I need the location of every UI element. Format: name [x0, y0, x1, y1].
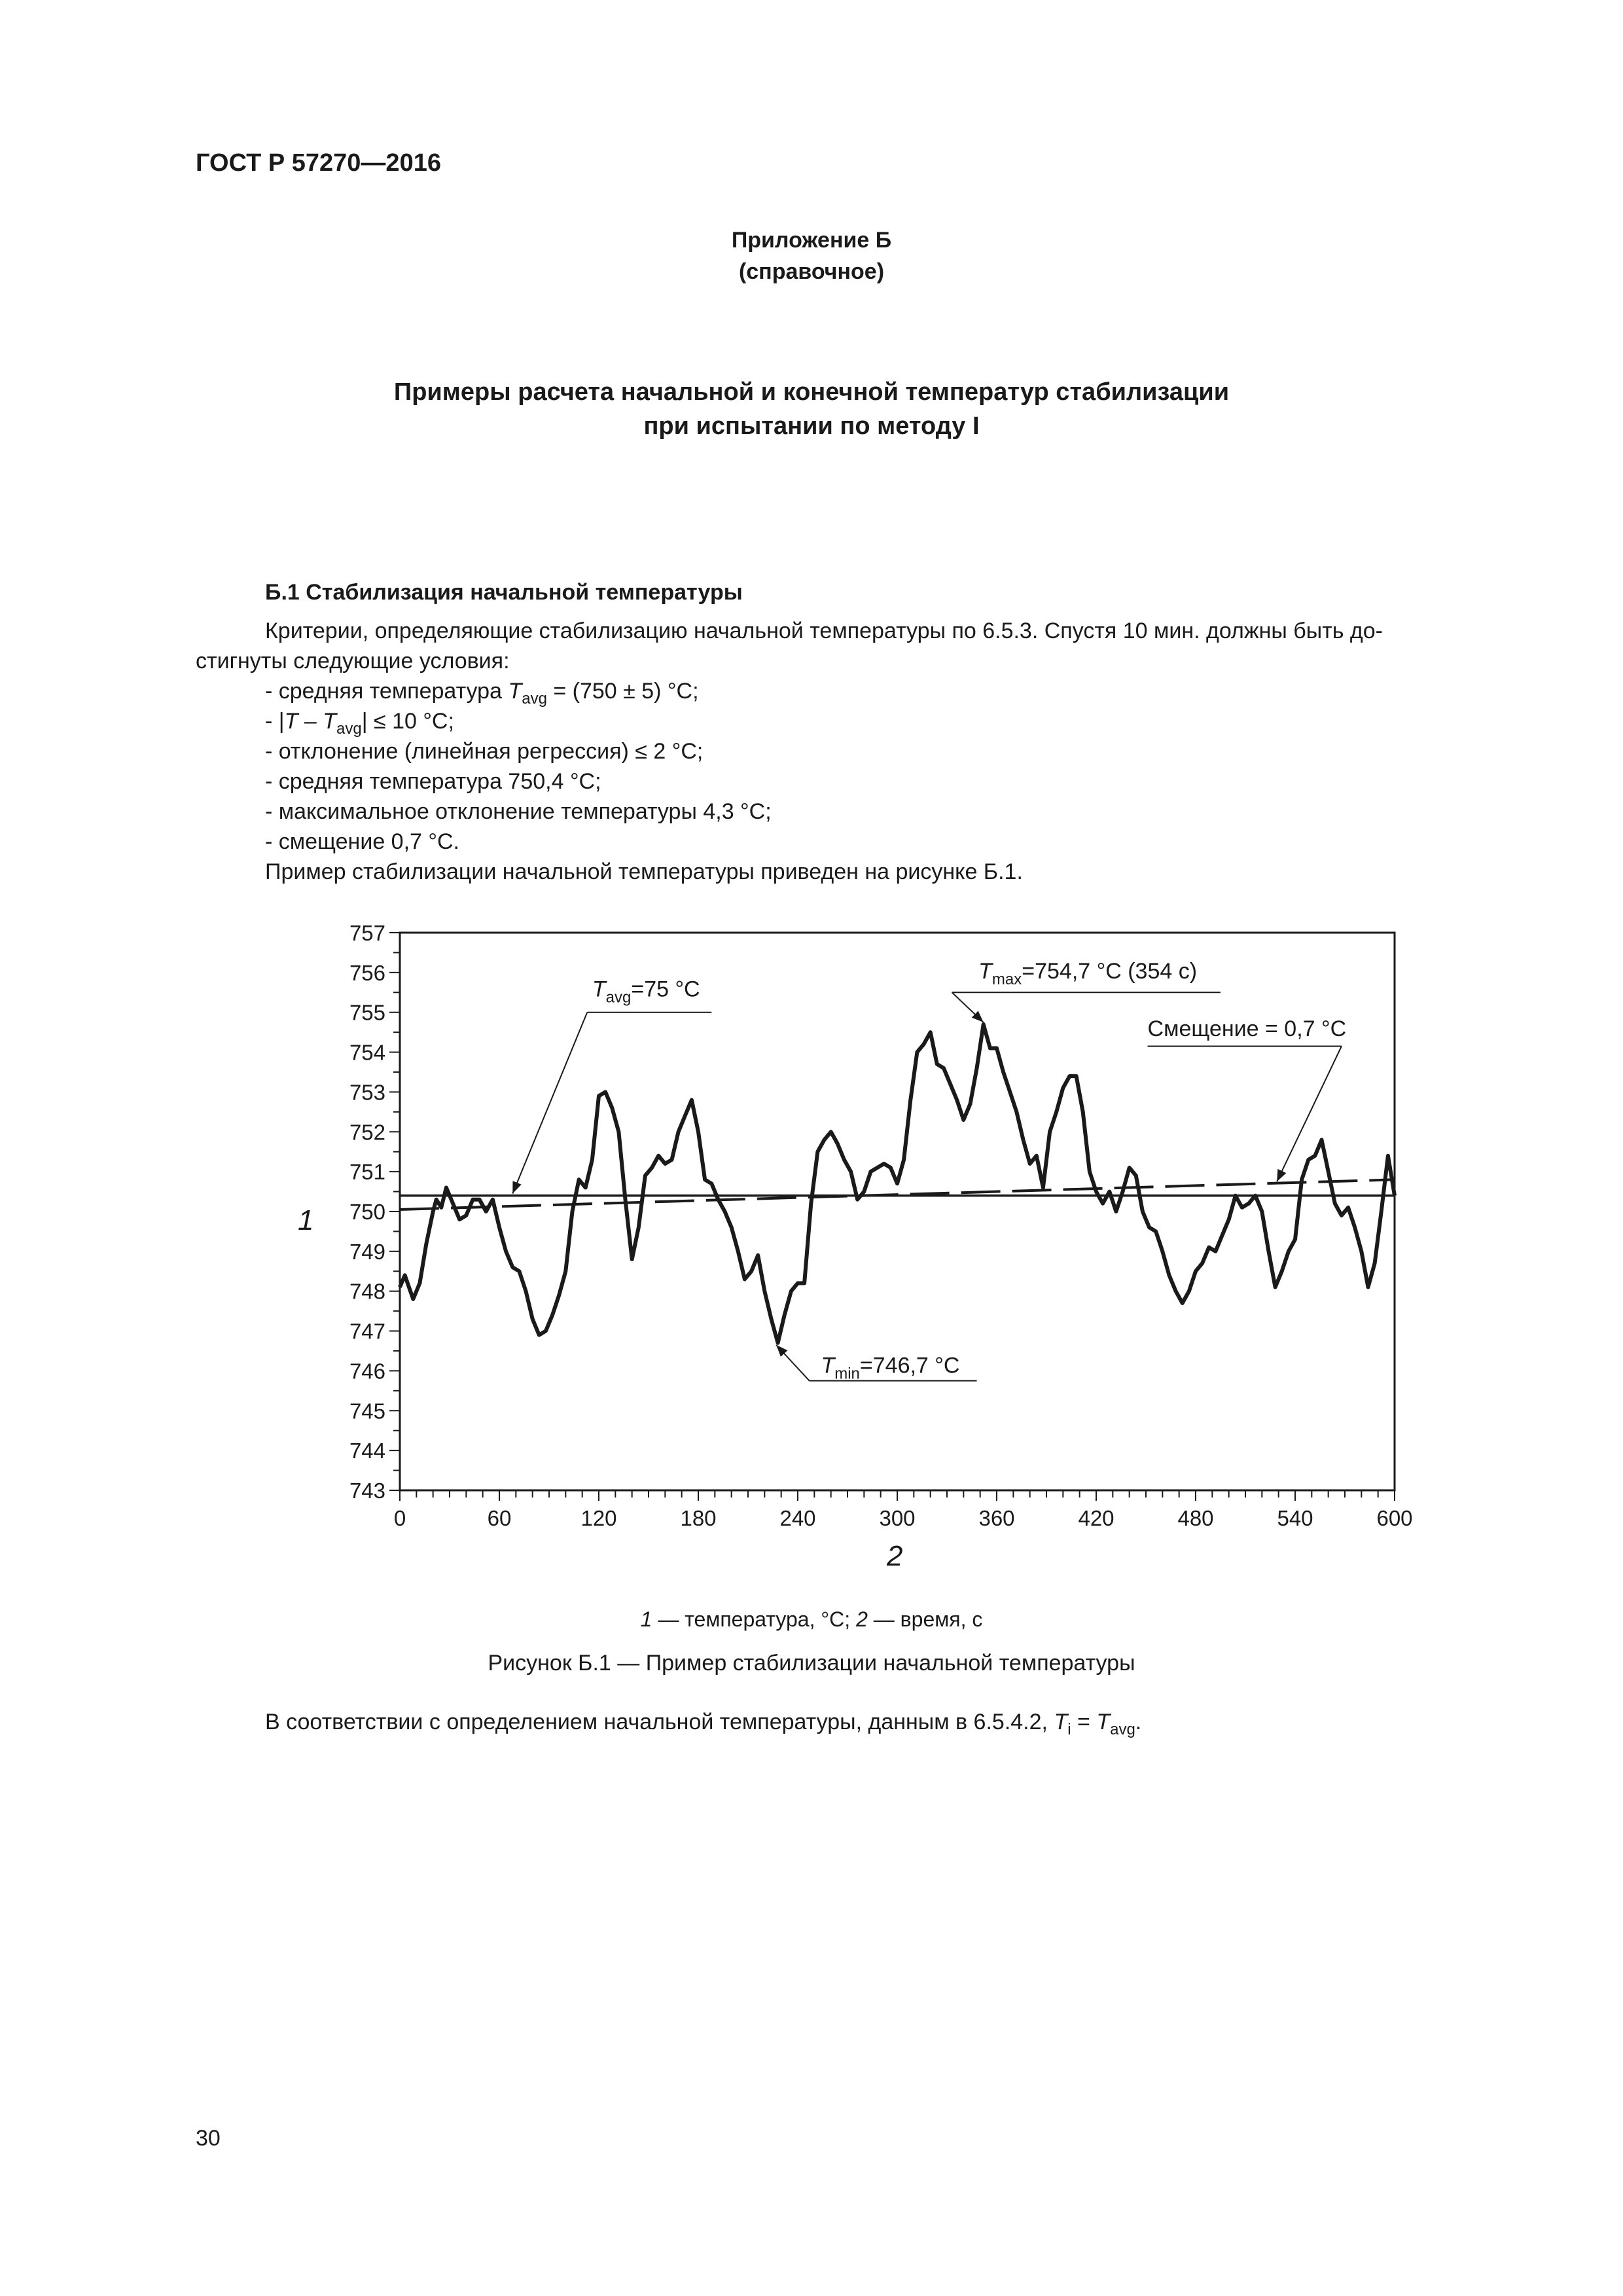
- y-tick-label: 748: [349, 1280, 385, 1304]
- annotation-text: =75 °C: [631, 977, 700, 1001]
- y-tick-label: 755: [349, 1001, 385, 1025]
- y-tick-label: 747: [349, 1319, 385, 1344]
- tmax-arrow: [951, 992, 984, 1023]
- page-title-line2: при испытании по методу I: [643, 412, 980, 440]
- x-axis-label: 2: [886, 1540, 902, 1572]
- x-tick-label: 360: [978, 1506, 1014, 1530]
- x-tick-label: 420: [1078, 1506, 1114, 1530]
- var: T: [978, 959, 993, 984]
- y-tick-label: 757: [349, 921, 385, 945]
- legend-num: 2: [856, 1607, 868, 1631]
- subscript: avg: [606, 988, 632, 1006]
- subscript: max: [992, 971, 1022, 988]
- item-text: - средняя температура: [265, 679, 508, 704]
- figure-caption: Рисунок Б.1 — Пример стабилизации началь…: [488, 1651, 1135, 1676]
- var: T: [508, 679, 522, 704]
- x-tick-label: 600: [1376, 1506, 1412, 1530]
- page-number: 30: [196, 2126, 221, 2151]
- appendix-title: Приложение Б: [731, 228, 892, 253]
- conclusion-text: =: [1071, 1710, 1097, 1734]
- paragraph-line: стигнуты следующие условия:: [196, 649, 510, 673]
- legend-num: 1: [640, 1607, 652, 1631]
- subscript: i: [1067, 1721, 1071, 1738]
- y-tick-label: 756: [349, 961, 385, 985]
- y-tick-label: 750: [349, 1200, 385, 1224]
- var: T: [284, 709, 298, 734]
- item-text: = (750 ± 5) °C;: [546, 679, 699, 704]
- condition-item: - отклонение (линейная регрессия) ≤ 2 °C…: [265, 739, 704, 764]
- offset-arrow: [1276, 1046, 1342, 1182]
- y-tick-label: 751: [349, 1160, 385, 1184]
- var: T: [323, 709, 336, 734]
- var: T: [1054, 1710, 1068, 1734]
- subscript: avg: [1110, 1721, 1135, 1738]
- y-tick-label: 752: [349, 1120, 385, 1144]
- appendix-kind: (справочное): [738, 259, 885, 284]
- condition-item: - |T – Tavg| ≤ 10 °C;: [265, 709, 454, 737]
- tmax-annotation: Tmax=754,7 °C (354 с): [978, 959, 1197, 988]
- conclusion-text: В соответствии с определением начальной …: [265, 1710, 1054, 1734]
- y-tick-label: 743: [349, 1479, 385, 1503]
- annotation-text: =746,7 °C: [860, 1353, 960, 1378]
- var: T: [592, 977, 607, 1001]
- tmin-arrow: [776, 1344, 810, 1382]
- var: T: [1096, 1710, 1111, 1734]
- y-axis-label: 1: [298, 1204, 313, 1236]
- x-tick-label: 480: [1177, 1506, 1213, 1530]
- regression-line: [399, 1178, 1395, 1211]
- y-tick-label: 749: [349, 1240, 385, 1264]
- condition-item: - максимальное отклонение температуры 4,…: [265, 799, 772, 824]
- y-tick-label: 754: [349, 1041, 385, 1065]
- annotation-text: =754,7 °C (354 с): [1022, 959, 1197, 984]
- temperature-chart: 0 60 120 180 240 300 360 420 480 540 600 743 744 745 7…: [298, 921, 1413, 1572]
- temperature-curve: [398, 1022, 1397, 1345]
- conclusion-text: .: [1135, 1710, 1142, 1734]
- subscript: avg: [336, 720, 362, 738]
- condition-item: - средняя температура 750,4 °C;: [265, 769, 601, 794]
- subscript: avg: [522, 690, 547, 708]
- paragraph-line: Критерии, определяющие стабилизацию нача…: [265, 619, 1383, 643]
- item-text: | ≤ 10 °C;: [361, 709, 454, 734]
- section-heading: Б.1 Стабилизация начальной температуры: [265, 580, 743, 605]
- x-tick-label: 60: [488, 1506, 512, 1530]
- y-tick-label: 744: [349, 1439, 385, 1463]
- y-tick-label: 753: [349, 1080, 385, 1104]
- x-tick-label: 300: [879, 1506, 915, 1530]
- conclusion: В соответствии с определением начальной …: [265, 1710, 1142, 1738]
- plot-frame: [399, 931, 1396, 1492]
- var: T: [821, 1353, 836, 1378]
- x-tick-label: 180: [680, 1506, 716, 1530]
- x-tick-label: 0: [394, 1506, 406, 1530]
- y-tick-label: 745: [349, 1399, 385, 1423]
- figure-legend: 1 — температура, °C; 2 — время, с: [0, 1607, 1623, 1632]
- offset-annotation: Смещение = 0,7 °C: [1148, 1016, 1347, 1041]
- page-title-line1: Примеры расчета начальной и конечной тем…: [393, 378, 1230, 406]
- x-tick-label: 120: [580, 1506, 616, 1530]
- tavg-arrow: [512, 1012, 588, 1194]
- legend-text: — время, с: [867, 1607, 983, 1631]
- item-text: - |: [265, 709, 285, 734]
- figure-reference: Пример стабилизации начальной температур…: [265, 859, 1023, 884]
- y-tick-label: 746: [349, 1359, 385, 1383]
- item-text: –: [298, 709, 323, 734]
- condition-item: - смещение 0,7 °C.: [265, 829, 459, 854]
- tavg-annotation: Tavg=75 °C: [592, 977, 700, 1006]
- x-tick-label: 540: [1277, 1506, 1313, 1530]
- document-code: ГОСТ Р 57270—2016: [196, 149, 441, 177]
- x-tick-label: 240: [779, 1506, 815, 1530]
- tmin-annotation: Tmin=746,7 °C: [821, 1353, 959, 1382]
- subscript: min: [834, 1365, 860, 1382]
- legend-text: — температура, °C;: [652, 1607, 857, 1631]
- condition-item: - средняя температура Tavg = (750 ± 5) °…: [265, 679, 699, 707]
